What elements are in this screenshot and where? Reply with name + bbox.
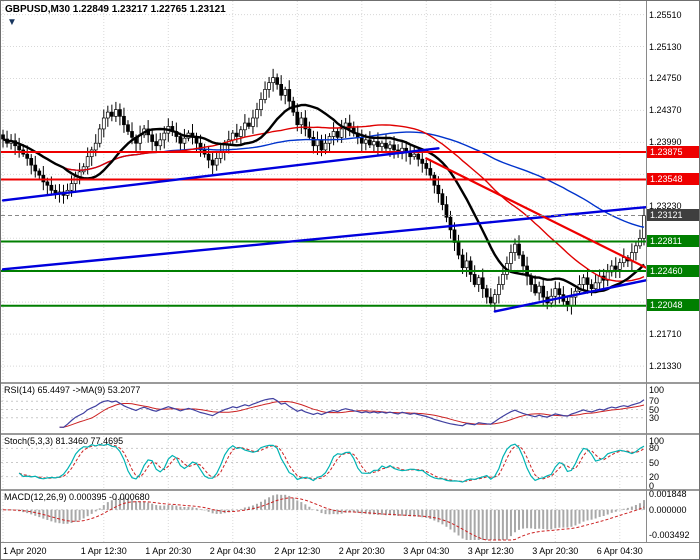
time-axis-label: 3 Apr 04:30 bbox=[403, 546, 450, 556]
ascending-support-long-trendline[interactable] bbox=[1, 205, 648, 271]
price-level-badge[interactable]: 1.22460 bbox=[647, 264, 699, 277]
time-axis-label: 1 Apr 20:30 bbox=[145, 546, 192, 556]
price-level-badge[interactable]: 1.22811 bbox=[647, 235, 699, 248]
macd-axis-label: 0.001848 bbox=[649, 489, 687, 500]
one-click-trading-icon[interactable]: ▼ bbox=[7, 17, 17, 28]
stoch-axis-label: 80 bbox=[649, 443, 660, 454]
price-axis-label: 1.21710 bbox=[649, 329, 682, 340]
price-axis-label: 1.23230 bbox=[649, 201, 682, 212]
time-axis-label: 3 Apr 20:30 bbox=[532, 546, 579, 556]
price-axis-label: 1.24370 bbox=[649, 105, 682, 116]
stoch-axis-label: 0 bbox=[649, 481, 655, 491]
price-axis-border bbox=[646, 1, 647, 543]
macd-histogram bbox=[6, 494, 645, 540]
macd-axis-label: -0.003492 bbox=[649, 530, 690, 540]
stoch-axis-label: 50 bbox=[649, 457, 660, 468]
rsi-axis-label: 100 bbox=[649, 385, 665, 395]
rsi-axis-label: 50 bbox=[649, 404, 660, 415]
macd-indicator-label: MACD(12,26,9) 0.000395 -0.000680 bbox=[4, 492, 150, 502]
time-axis-label: 2 Apr 20:30 bbox=[338, 546, 385, 556]
stoch-indicator-label: Stoch(5,3,3) 81.3460 77.4695 bbox=[4, 436, 124, 446]
time-axis-label: 3 Apr 12:30 bbox=[467, 546, 514, 556]
time-axis-border bbox=[1, 542, 699, 543]
time-axis-label: 2 Apr 12:30 bbox=[274, 546, 321, 556]
rsi-axis-label: 70 bbox=[649, 396, 660, 407]
price-axis-label: 1.24750 bbox=[649, 73, 682, 84]
stoch-axis-label: 100 bbox=[649, 436, 665, 446]
time-axis-label: 1 Apr 12:30 bbox=[80, 546, 127, 556]
stoch-axis-label: 20 bbox=[649, 471, 660, 482]
macd-signal-line bbox=[2, 497, 645, 541]
pane-separator[interactable] bbox=[1, 489, 699, 491]
stoch-signal-line bbox=[18, 444, 645, 482]
price-axis-label: 1.21330 bbox=[649, 361, 682, 372]
time-axis-label: 2 Apr 04:30 bbox=[209, 546, 256, 556]
price-axis-label: 1.25130 bbox=[649, 41, 682, 52]
price-axis-label: 1.25510 bbox=[649, 9, 682, 20]
price-level-badge[interactable]: 1.23875 bbox=[647, 145, 699, 158]
ascending-support-short-trendline[interactable] bbox=[493, 279, 648, 313]
ascending-channel-upper-trendline[interactable] bbox=[1, 147, 440, 202]
time-axis-label: 1 Apr 2020 bbox=[3, 546, 47, 556]
current-price-badge: 1.23121 bbox=[647, 208, 699, 221]
pane-separator[interactable] bbox=[1, 433, 699, 435]
rsi-ma-line bbox=[59, 400, 645, 428]
price-level-badge[interactable]: 1.23548 bbox=[647, 173, 699, 186]
price-axis-label: 1.23990 bbox=[649, 137, 682, 148]
stoch-main-line bbox=[18, 443, 645, 483]
macd-axis-label: 0.000000 bbox=[649, 504, 687, 515]
rsi-axis-label: 30 bbox=[649, 412, 660, 423]
price-level-badge[interactable]: 1.22048 bbox=[647, 299, 699, 312]
rsi-indicator-label: RSI(14) 65.4497 ->MA(9) 53.2077 bbox=[4, 385, 141, 395]
descending-resistance-trendline[interactable] bbox=[425, 157, 648, 269]
rsi-line bbox=[59, 397, 645, 428]
pane-separator[interactable] bbox=[1, 382, 699, 384]
candles-series bbox=[1, 68, 646, 315]
chart-header: GBPUSD,M30 1.22849 1.23217 1.22765 1.231… bbox=[5, 4, 226, 15]
time-axis-label: 6 Apr 04:30 bbox=[596, 546, 643, 556]
ma-mid-line bbox=[2, 124, 645, 282]
ma-fast-line bbox=[2, 103, 645, 294]
